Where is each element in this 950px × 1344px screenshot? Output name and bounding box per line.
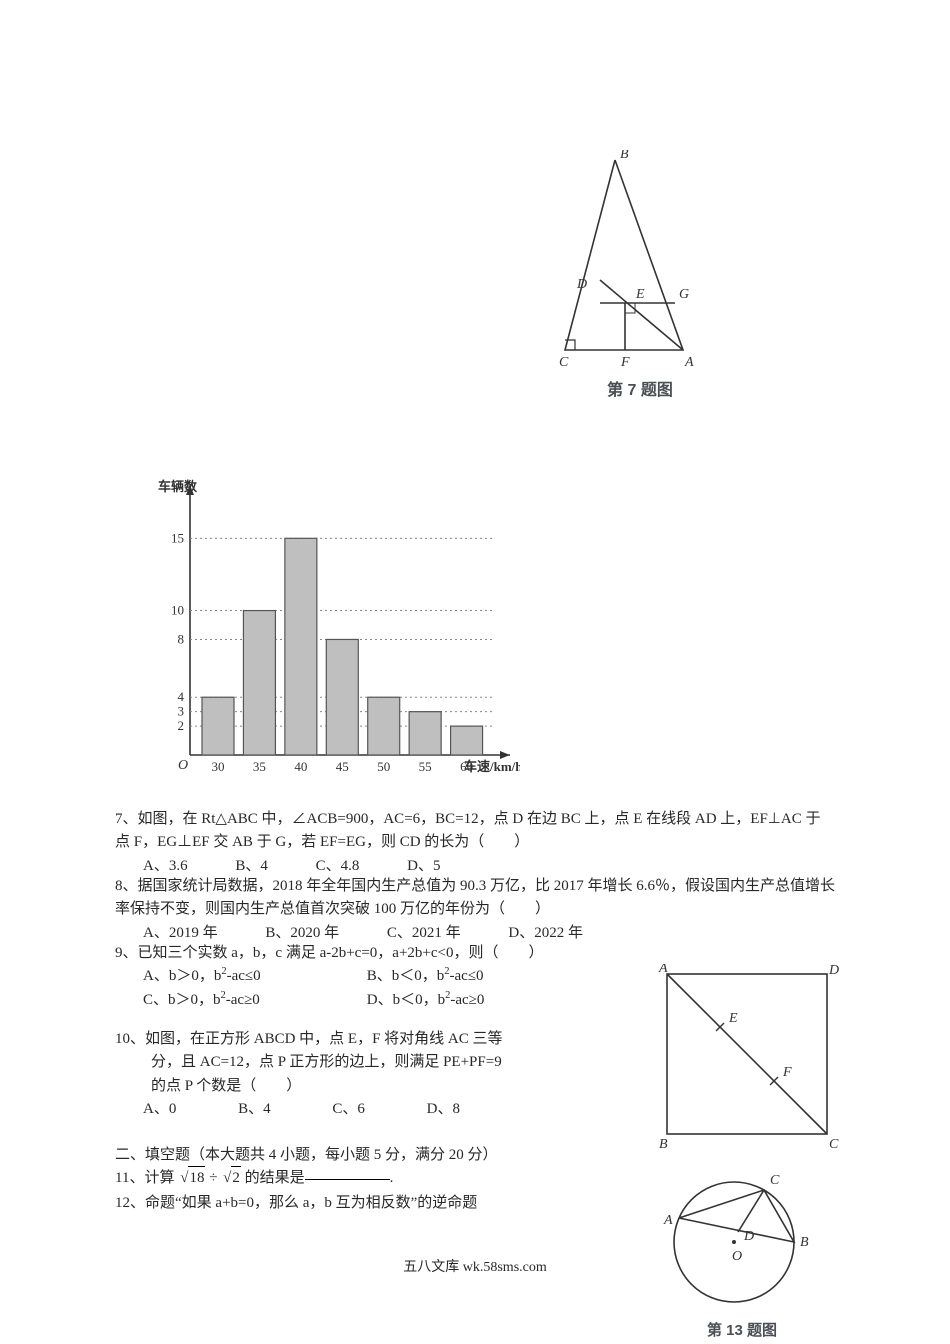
q10-opt-d: D、8 xyxy=(427,1098,460,1121)
figure-q7: B C A D E F G 第 7 题图 xyxy=(555,150,725,400)
svg-text:A: A xyxy=(663,1213,673,1228)
exam-page: BCADEFG 第 7 题图 2348101530354045505560O车辆… xyxy=(0,0,950,1344)
q8-text: 8、据国家统计局数据，2018 年全年国内生产总值为 90.3 万亿，比 201… xyxy=(115,875,835,922)
svg-text:4: 4 xyxy=(178,689,185,704)
svg-text:B: B xyxy=(620,150,629,162)
svg-text:C: C xyxy=(770,1173,780,1188)
q9-opt-c: C、b＞0，b2-ac≥0 xyxy=(143,989,363,1012)
svg-text:2: 2 xyxy=(178,718,185,733)
figure-histogram: 2348101530354045505560O车辆数车速/km/h xyxy=(140,455,520,785)
q10-l3: 的点 P 个数是（ ） xyxy=(115,1075,655,1098)
svg-text:A: A xyxy=(658,964,668,976)
svg-text:8: 8 xyxy=(178,631,185,646)
q10-opt-b: B、4 xyxy=(238,1098,271,1121)
q11-blank xyxy=(305,1179,390,1180)
svg-text:F: F xyxy=(782,1065,792,1080)
svg-text:车速/km/h: 车速/km/h xyxy=(464,759,520,774)
svg-text:10: 10 xyxy=(171,603,184,618)
svg-text:D: D xyxy=(576,277,587,292)
q11-pre: 11、计算 xyxy=(115,1170,174,1186)
histogram-svg: 2348101530354045505560O车辆数车速/km/h xyxy=(140,455,520,785)
sqrt-2: √2 xyxy=(221,1166,241,1190)
sqrt-18: √18 xyxy=(178,1166,205,1190)
q10-opt-c: C、6 xyxy=(332,1098,365,1121)
svg-text:F: F xyxy=(620,355,630,370)
q10-options: A、0 B、4 C、6 D、8 xyxy=(115,1098,655,1121)
figure-q13-caption: 第 13 题图 xyxy=(654,1319,830,1340)
q10-l1: 10、如图，在正方形 ABCD 中，点 E，F 将对角线 AC 三等 xyxy=(115,1028,655,1051)
q10-opt-a: A、0 xyxy=(143,1098,176,1121)
svg-text:E: E xyxy=(728,1011,738,1026)
svg-text:30: 30 xyxy=(212,759,225,774)
q10-l2: 分，且 AC=12，点 P 正方形的边上，则满足 PE+PF=9 xyxy=(115,1051,655,1074)
q7-text: 7、如图，在 Rt△ABC 中，∠ACB=900，AC=6，BC=12，点 D … xyxy=(115,808,835,855)
svg-text:C: C xyxy=(559,355,569,370)
svg-text:50: 50 xyxy=(377,759,390,774)
svg-text:车辆数: 车辆数 xyxy=(158,479,198,494)
figure-q7-caption: 第 7 题图 xyxy=(555,376,725,400)
q7-svg: B C A D E F G xyxy=(555,150,725,370)
svg-text:35: 35 xyxy=(253,759,266,774)
svg-text:15: 15 xyxy=(171,530,184,545)
q9-opt-b: B、b＜0，b2-ac≤0 xyxy=(367,965,484,988)
question-10: 10、如图，在正方形 ABCD 中，点 E，F 将对角线 AC 三等 分，且 A… xyxy=(115,1028,655,1121)
page-footer: 五八文库 wk.58sms.com xyxy=(0,1256,950,1276)
svg-text:G: G xyxy=(679,287,689,302)
question-8: 8、据国家统计局数据，2018 年全年国内生产总值为 90.3 万亿，比 201… xyxy=(115,875,835,945)
figure-q10: ADBCEF xyxy=(657,964,837,1159)
svg-text:55: 55 xyxy=(419,759,432,774)
svg-text:40: 40 xyxy=(294,759,307,774)
svg-text:C: C xyxy=(829,1137,839,1152)
q10-svg: ADBCEF xyxy=(657,964,842,1154)
svg-text:B: B xyxy=(800,1235,809,1250)
question-7: 7、如图，在 Rt△ABC 中，∠ACB=900，AC=6，BC=12，点 D … xyxy=(115,808,835,878)
figure-q13: ABCDO 第 13 题图 xyxy=(654,1140,830,1340)
q11-post: 的结果是 xyxy=(245,1170,305,1186)
q9-opt-a: A、b＞0，b2-ac≤0 xyxy=(143,965,363,988)
q9-text: 9、已知三个实数 a，b，c 满足 a-2b+c=0，a+2b+c<0，则（ ） xyxy=(115,942,835,965)
q11-period: . xyxy=(390,1170,394,1186)
svg-text:45: 45 xyxy=(336,759,349,774)
q13-svg: ABCDO xyxy=(654,1140,830,1310)
svg-text:D: D xyxy=(828,964,839,978)
q9-opt-d: D、b＜0，b2-ac≥0 xyxy=(367,989,485,1012)
q11-div: ÷ xyxy=(209,1170,217,1186)
svg-text:E: E xyxy=(635,287,645,302)
svg-text:A: A xyxy=(684,355,694,370)
svg-text:3: 3 xyxy=(178,704,185,719)
svg-text:O: O xyxy=(178,758,188,773)
svg-text:D: D xyxy=(743,1229,754,1244)
